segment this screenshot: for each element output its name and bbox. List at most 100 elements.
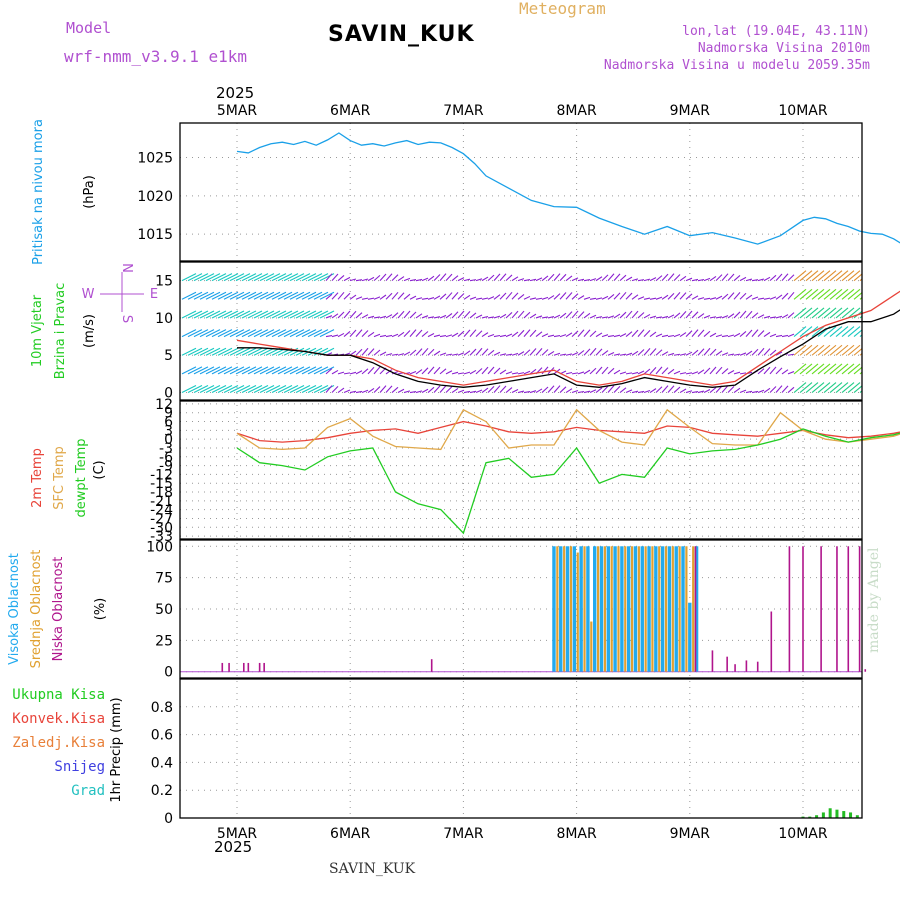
mid-cloud-bar	[617, 546, 620, 672]
wind-barb	[625, 276, 633, 282]
wind-barb	[325, 385, 333, 393]
wind-barb	[319, 329, 335, 338]
wind-barb	[559, 273, 567, 282]
wind-barb	[439, 314, 447, 319]
y-tick-label: 0.8	[151, 700, 173, 716]
wind-barb	[727, 334, 735, 338]
wind-barb	[397, 388, 405, 394]
wind-barb	[757, 389, 765, 394]
wind-barb	[733, 371, 741, 375]
wind-barb	[769, 349, 777, 356]
wind-barb	[427, 275, 435, 282]
wind-barb	[535, 315, 543, 319]
wind-barb	[583, 390, 591, 394]
cloud-unit-label: (%)	[93, 598, 108, 621]
wind-barb	[289, 291, 305, 300]
wind-barb	[211, 291, 227, 300]
wind-barb	[361, 330, 369, 337]
wind-barb	[799, 307, 813, 319]
wind-barb	[811, 344, 825, 356]
mid-cloud-bar	[556, 546, 559, 672]
wind-barb	[475, 330, 483, 337]
precip-bar	[808, 816, 812, 818]
wind-barb	[733, 332, 741, 338]
compass-n-label: N	[119, 263, 134, 273]
wind-barb	[415, 369, 423, 375]
wind-barb	[829, 382, 843, 393]
y-tick-label: -3	[159, 441, 173, 457]
high-cloud-bar	[586, 546, 590, 672]
wind-barb	[241, 273, 257, 282]
wind-barb	[247, 329, 263, 338]
wind-barb	[445, 353, 453, 356]
wind-barb	[541, 333, 549, 338]
wind-barb	[229, 385, 245, 394]
wind-barb	[757, 314, 765, 319]
wind-barb	[559, 386, 567, 393]
wind-barb	[769, 316, 777, 319]
y-tick-label: -12	[150, 467, 173, 483]
wind-barb	[403, 351, 411, 356]
wind-barb	[667, 352, 675, 356]
wind-barb	[853, 310, 862, 319]
wind-barb	[385, 334, 393, 338]
wind-barb	[433, 274, 441, 282]
wind-barb	[721, 293, 729, 300]
wind-barb	[307, 347, 323, 356]
y-tick-label: 0	[164, 386, 173, 402]
wind-barb	[481, 366, 489, 375]
wind-barb	[271, 310, 287, 319]
wind-barb	[355, 279, 363, 282]
wind-barb	[397, 353, 405, 356]
wind-barb	[259, 291, 275, 300]
wind-barb	[643, 368, 651, 375]
wind-barb	[397, 331, 405, 338]
wind-barb	[301, 366, 317, 375]
wind-barb	[313, 273, 329, 282]
wind-barb	[757, 330, 765, 337]
wind-barb	[271, 385, 287, 394]
low-cloud-bar	[734, 664, 736, 672]
wind-barb	[361, 347, 369, 356]
date-label-top: 6MAR	[330, 103, 371, 119]
wind-barb	[703, 347, 711, 356]
wind-barb	[733, 311, 741, 319]
wind-barb	[487, 349, 495, 356]
mid-cloud-bar	[569, 546, 573, 672]
wind-barb	[763, 331, 771, 338]
wind-barb	[553, 293, 561, 300]
wind-barb	[625, 292, 633, 300]
chart-title: SAVIN_KUK	[328, 22, 475, 47]
wind-barb	[343, 276, 351, 282]
wind-barb	[547, 385, 555, 393]
wind-barb	[421, 297, 429, 300]
temperature-panel-frame	[179, 400, 863, 540]
wind-barb	[739, 310, 747, 319]
wind-barb	[493, 294, 501, 300]
wind-barb	[517, 329, 525, 337]
wind-barb	[319, 366, 335, 375]
wind-barb	[199, 291, 215, 300]
dewpt-axis-title: dewpt Temp	[74, 438, 89, 517]
wind-barb	[361, 278, 369, 282]
wind-barb	[565, 275, 573, 282]
wind-barb	[823, 363, 837, 375]
wind-barb	[739, 372, 747, 375]
wind-barb	[583, 329, 591, 337]
wind-barb	[451, 292, 459, 300]
wind-barb	[673, 333, 681, 338]
wind-barb	[679, 332, 687, 338]
wind-barb	[235, 310, 251, 319]
wind-barb	[775, 351, 783, 356]
wind-barb	[241, 310, 257, 319]
wind-barb	[367, 366, 375, 375]
wind-barb	[505, 353, 513, 356]
wind-barb	[289, 310, 305, 319]
wind-barb	[301, 273, 317, 282]
low-cloud-axis-title: Niska Oblacnost	[51, 557, 66, 662]
wind-barb	[661, 367, 669, 375]
high-cloud-bar	[552, 546, 556, 672]
high-cloud-bar	[688, 602, 692, 672]
wind-barb	[535, 331, 543, 338]
wind-barb	[577, 329, 585, 337]
